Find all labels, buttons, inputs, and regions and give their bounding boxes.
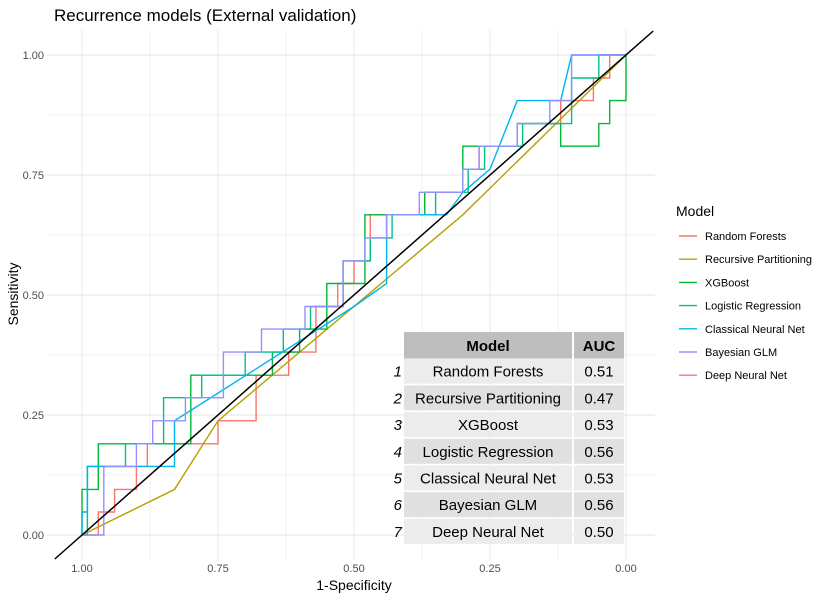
- series-recursive-partitioning: [81, 54, 627, 536]
- header-cell: [574, 332, 624, 359]
- legend-label: Bayesian GLM: [705, 347, 777, 359]
- table-row: 1 Random Forests 0.51: [394, 358, 624, 384]
- legend-item: Deep Neural Net: [679, 370, 787, 382]
- model-cell: [404, 358, 572, 384]
- y-axis-label: Sensitivity: [5, 262, 21, 325]
- row-model: Classical Neural Net: [420, 471, 557, 488]
- auc-cell: [574, 438, 624, 464]
- y-tick-label: 1.00: [23, 50, 44, 62]
- auc-cell: [574, 412, 624, 438]
- auc-table: Model AUC 1 Random Forests 0.51 2 Recursive Pa…: [393, 332, 624, 544]
- chart-title: Recurrence models (External validation): [54, 6, 356, 25]
- series-layer: [81, 54, 627, 536]
- y-tick-label: 0.75: [23, 170, 44, 182]
- model-cell: [404, 465, 572, 491]
- model-cell: [404, 412, 572, 438]
- auc-table-header: Model AUC: [404, 332, 624, 359]
- row-auc: 0.56: [584, 444, 613, 461]
- y-tick-label: 0.25: [23, 410, 44, 422]
- row-index: 2: [393, 390, 403, 407]
- legend-label: Deep Neural Net: [705, 370, 787, 382]
- model-cell: [404, 518, 572, 544]
- row-model: Random Forests: [433, 364, 544, 381]
- row-index: 3: [394, 417, 403, 434]
- table-row: 4 Logistic Regression 0.56: [394, 438, 624, 464]
- y-tick-label: 0.00: [23, 530, 44, 542]
- legend-item: Recursive Partitioning: [679, 254, 812, 266]
- reference-layer: [54, 30, 654, 560]
- x-tick-label: 0.50: [343, 563, 364, 575]
- x-axis: 1.00 0.75 0.50 0.25 0.00: [71, 563, 636, 575]
- row-index: 1: [394, 364, 402, 381]
- table-row: 7 Deep Neural Net 0.50: [394, 518, 624, 544]
- table-row: 6 Bayesian GLM 0.56: [394, 492, 624, 518]
- row-auc: 0.51: [584, 364, 613, 381]
- header-model: Model: [466, 338, 509, 355]
- x-tick-label: 0.75: [207, 563, 228, 575]
- auc-cell: [574, 358, 624, 384]
- series-classical-neural-net: [81, 54, 626, 535]
- reference-line: [54, 30, 654, 560]
- legend-title: Model: [676, 203, 714, 219]
- x-axis-label: 1-Specificity: [316, 577, 391, 593]
- row-model: Bayesian GLM: [439, 497, 537, 514]
- legend-label: Logistic Regression: [705, 301, 801, 313]
- row-index: 7: [394, 524, 403, 541]
- auc-cell: [574, 465, 624, 491]
- row-index: 6: [394, 497, 403, 514]
- row-model: Deep Neural Net: [432, 524, 545, 541]
- legend-item: Classical Neural Net: [679, 324, 805, 336]
- row-index: 5: [394, 471, 403, 488]
- row-auc: 0.47: [584, 390, 613, 407]
- y-tick-label: 0.50: [23, 290, 44, 302]
- x-tick-label: 0.00: [615, 563, 636, 575]
- row-auc: 0.56: [584, 497, 613, 514]
- table-row: 5 Classical Neural Net 0.53: [394, 465, 624, 491]
- table-row: 2 Recursive Partitioning 0.47: [393, 385, 624, 411]
- legend-label: XGBoost: [705, 277, 749, 289]
- legend-label: Random Forests: [705, 231, 787, 243]
- legend-item: Logistic Regression: [679, 301, 801, 313]
- legend: Model Random Forests Recursive Partitioni…: [676, 203, 812, 382]
- auc-cell: [574, 518, 624, 544]
- x-tick-label: 1.00: [71, 563, 92, 575]
- row-model: Recursive Partitioning: [415, 390, 561, 407]
- legend-item: Bayesian GLM: [679, 347, 777, 359]
- legend-label: Classical Neural Net: [705, 324, 805, 336]
- model-cell: [404, 438, 572, 464]
- row-model: Logistic Regression: [423, 444, 554, 461]
- auc-cell: [574, 492, 624, 518]
- table-row: 3 XGBoost 0.53: [394, 412, 624, 438]
- row-index: 4: [394, 444, 402, 461]
- legend-item: Random Forests: [679, 231, 787, 243]
- header-auc: AUC: [583, 338, 616, 355]
- auc-cell: [574, 385, 624, 411]
- model-cell: [404, 385, 572, 411]
- row-auc: 0.53: [584, 417, 613, 434]
- y-axis: 0.00 0.25 0.50 0.75 1.00: [23, 50, 44, 542]
- series-bayesian-glm: [82, 54, 626, 536]
- legend-label: Recursive Partitioning: [705, 254, 812, 266]
- legend-item: XGBoost: [679, 277, 749, 289]
- row-model: XGBoost: [458, 417, 519, 434]
- model-cell: [404, 492, 572, 518]
- x-tick-label: 0.25: [479, 563, 500, 575]
- row-auc: 0.50: [584, 524, 613, 541]
- header-cell: [404, 332, 572, 359]
- row-auc: 0.53: [584, 471, 613, 488]
